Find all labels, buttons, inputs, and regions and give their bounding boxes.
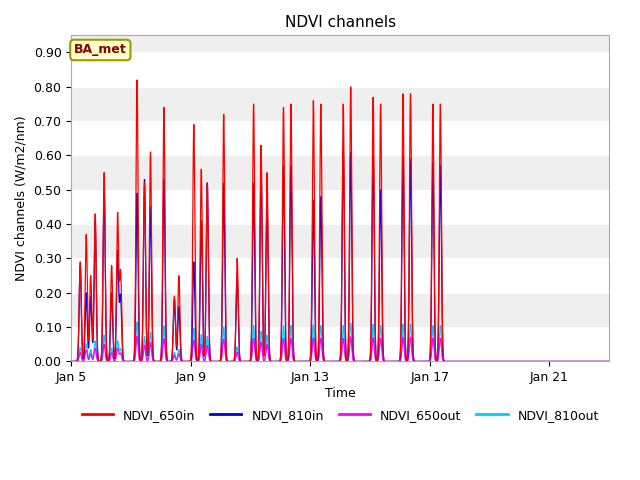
Bar <box>71 36 609 52</box>
Legend: NDVI_650in, NDVI_810in, NDVI_650out, NDVI_810out: NDVI_650in, NDVI_810in, NDVI_650out, NDV… <box>77 404 604 427</box>
Bar <box>71 156 609 190</box>
Bar <box>71 87 609 121</box>
Bar <box>71 224 609 259</box>
Bar <box>71 293 609 327</box>
Title: NDVI channels: NDVI channels <box>285 15 396 30</box>
X-axis label: Time: Time <box>325 387 356 400</box>
Text: BA_met: BA_met <box>74 44 127 57</box>
Y-axis label: NDVI channels (W/m2/nm): NDVI channels (W/m2/nm) <box>15 116 28 281</box>
